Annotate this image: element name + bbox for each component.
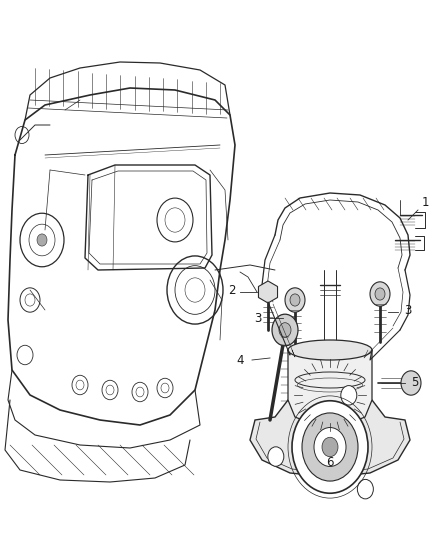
Circle shape (370, 282, 390, 306)
Circle shape (272, 314, 298, 346)
Text: 3: 3 (404, 303, 412, 317)
Polygon shape (258, 281, 278, 303)
Circle shape (292, 401, 368, 493)
Polygon shape (250, 400, 410, 477)
Circle shape (285, 288, 305, 312)
Circle shape (37, 234, 47, 246)
Text: 4: 4 (236, 353, 244, 367)
Circle shape (279, 322, 291, 337)
Circle shape (302, 413, 358, 481)
Circle shape (341, 385, 357, 405)
Ellipse shape (288, 340, 372, 360)
Circle shape (322, 437, 338, 457)
Circle shape (357, 479, 373, 499)
Circle shape (290, 294, 300, 306)
Circle shape (401, 371, 421, 395)
Circle shape (268, 447, 284, 466)
Text: 1: 1 (421, 196, 429, 208)
Circle shape (314, 427, 346, 466)
Text: 2: 2 (228, 284, 236, 296)
Text: 3: 3 (254, 311, 261, 325)
Text: 5: 5 (411, 376, 419, 390)
Circle shape (375, 288, 385, 300)
Text: 6: 6 (326, 456, 334, 469)
Polygon shape (288, 350, 372, 427)
